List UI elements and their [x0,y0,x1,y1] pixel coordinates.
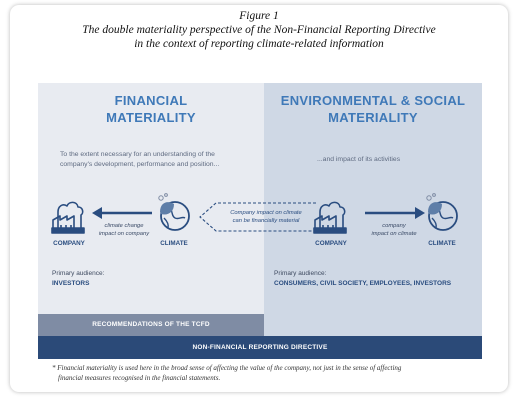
footnote-line1: * Financial materiality is used here in … [52,364,402,372]
leaf-globe-icon [158,193,190,231]
environmental-social-materiality-panel [264,83,482,336]
right-climate-label: CLIMATE [428,240,456,247]
middle-arrow-label-line1: Company impact on climate [230,210,302,216]
figure-title-line2: in the context of reporting climate-rela… [134,38,384,50]
env-social-audience-value: CONSUMERS, CIVIL SOCIETY, EMPLOYEES, INV… [274,280,452,287]
arrow-right-icon [365,207,425,219]
financial-audience-label: Primary audience: [52,270,105,277]
financial-materiality-title: FINANCIAL MATERIALITY [38,92,264,126]
left-climate-label: CLIMATE [160,240,188,247]
footnote-line2: financial measures recognised in the fin… [58,374,221,382]
env-social-materiality-title: ENVIRONMENTAL & SOCIAL MATERIALITY [264,92,482,126]
arrow-left-icon [92,207,152,219]
left-arrow-label: climate change impact on company [94,223,154,238]
tcfd-band-label: RECOMMENDATIONS OF THE TCFD [92,321,210,328]
middle-arrow-label-line2: can be financially material [232,217,300,224]
nfrd-band [38,336,482,359]
right-arrow-label: company impact on climate [362,223,426,238]
dashed-arrow-left-icon [199,202,316,232]
left-arrow-label-line2: impact on company [98,230,150,237]
env-social-audience-label: Primary audience: [274,270,327,277]
nfrd-band-label: NON-FINANCIAL REPORTING DIRECTIVE [192,344,328,351]
right-arrow-label-line2: impact on climate [371,230,417,237]
env-social-title-line2: MATERIALITY [328,110,418,125]
figure-title-line1: The double materiality perspective of th… [82,24,436,36]
tcfd-band [38,314,264,336]
financial-description-line1: To the extent necessary for an understan… [60,151,215,158]
financial-title-line2: MATERIALITY [106,110,196,125]
financial-description-line2: company's development, performance and p… [60,161,220,168]
left-company-label: COMPANY [53,240,85,247]
left-arrow-label-line1: climate change [104,223,144,229]
financial-materiality-panel [38,83,264,314]
middle-arrow-label: Company impact on climate can be financi… [219,210,313,225]
financial-title-line1: FINANCIAL [114,93,188,108]
leaf-globe-icon [426,193,458,231]
financial-audience-value: INVESTORS [52,280,90,287]
factory-icon [51,201,85,234]
right-company-label: COMPANY [315,240,347,247]
factory-icon [313,201,347,234]
env-social-description: ...and impact of its activities [317,156,401,163]
double-materiality-diagram: FINANCIAL MATERIALITY ENVIRONMENTAL & SO… [38,83,482,359]
env-social-title-line1: ENVIRONMENTAL & SOCIAL [280,93,466,108]
figure-label: Figure 1 [239,10,279,22]
right-arrow-label-line1: company [382,223,406,229]
